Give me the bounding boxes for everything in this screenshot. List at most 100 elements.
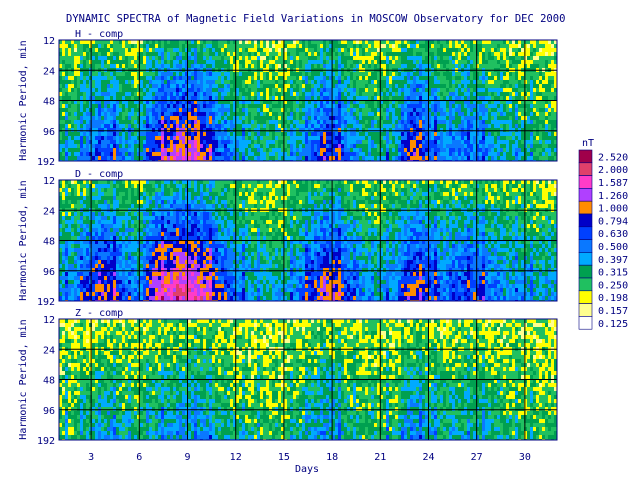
spectrum-cell (200, 116, 203, 120)
spectrum-cell (395, 76, 398, 80)
spectrum-cell (311, 144, 314, 148)
spectrum-cell (218, 124, 221, 128)
spectrum-cell (206, 132, 209, 136)
spectrum-cell (272, 76, 275, 80)
spectrum-cell (524, 84, 527, 88)
spectrum-cell (464, 132, 467, 136)
spectrum-cell (215, 76, 218, 80)
spectrum-cell (521, 116, 524, 120)
spectrum-cell (416, 144, 419, 148)
spectrum-cell (482, 72, 485, 76)
spectrum-cell (197, 148, 200, 152)
spectrum-cell (368, 60, 371, 64)
spectrum-cell (191, 44, 194, 48)
spectrum-cell (290, 132, 293, 136)
spectrum-cell (347, 60, 350, 64)
spectrum-cell (185, 132, 188, 136)
spectrum-cell (251, 40, 254, 44)
spectrum-cell (167, 92, 170, 96)
spectrum-cell (326, 56, 329, 60)
spectrum-cell (374, 132, 377, 136)
spectrum-cell (83, 140, 86, 144)
spectrum-cell (326, 96, 329, 100)
spectrum-cell (314, 112, 317, 116)
spectrum-cell (284, 112, 287, 116)
spectrum-cell (218, 76, 221, 80)
spectrum-cell (290, 92, 293, 96)
spectrum-cell (134, 120, 137, 124)
spectrum-cell (395, 132, 398, 136)
spectrum-cell (128, 40, 131, 44)
spectrum-cell (287, 124, 290, 128)
spectrum-cell (101, 136, 104, 140)
spectrum-cell (104, 108, 107, 112)
spectrum-cell (377, 136, 380, 140)
spectrum-cell (278, 140, 281, 144)
spectrum-cell (452, 88, 455, 92)
spectrum-cell (116, 128, 119, 132)
spectrum-cell (233, 144, 236, 148)
spectrum-cell (383, 124, 386, 128)
spectrum-cell (71, 60, 74, 64)
spectrum-cell (65, 72, 68, 76)
spectrum-cell (311, 84, 314, 88)
spectrum-cell (113, 148, 116, 152)
spectrum-cell (365, 100, 368, 104)
spectrum-cell (185, 64, 188, 68)
spectrum-cell (380, 52, 383, 56)
spectrum-cell (65, 52, 68, 56)
spectrum-cell (440, 76, 443, 80)
spectrum-cell (398, 100, 401, 104)
spectrum-cell (209, 108, 212, 112)
spectrum-cell (200, 140, 203, 144)
spectrum-cell (485, 152, 488, 156)
spectrum-cell (428, 92, 431, 96)
spectrum-cell (221, 116, 224, 120)
spectrum-cell (200, 80, 203, 84)
spectrum-cell (287, 152, 290, 156)
spectrum-cell (98, 88, 101, 92)
spectrum-cell (125, 128, 128, 132)
spectrum-cell (347, 112, 350, 116)
spectrum-cell (452, 116, 455, 120)
spectrum-cell (440, 48, 443, 52)
spectrum-cell (455, 136, 458, 140)
spectrum-cell (161, 108, 164, 112)
spectrum-cell (311, 140, 314, 144)
spectrum-cell (125, 80, 128, 84)
spectrum-cell (380, 108, 383, 112)
spectrum-cell (356, 88, 359, 92)
spectrum-cell (305, 148, 308, 152)
spectrum-cell (134, 44, 137, 48)
spectrum-cell (71, 152, 74, 156)
spectrum-cell (110, 60, 113, 64)
spectrum-cell (449, 152, 452, 156)
spectrum-cell (266, 72, 269, 76)
spectrum-cell (296, 76, 299, 80)
spectrum-cell (530, 156, 533, 160)
spectrum-cell (461, 72, 464, 76)
spectrum-cell (110, 136, 113, 140)
spectrum-cell (437, 144, 440, 148)
spectrum-cell (80, 136, 83, 140)
spectrum-cell (182, 72, 185, 76)
spectrum-cell (278, 64, 281, 68)
spectrum-cell (131, 136, 134, 140)
spectrum-cell (491, 72, 494, 76)
spectrum-cell (59, 84, 62, 88)
spectrum-cell (167, 124, 170, 128)
spectrum-cell (236, 156, 239, 160)
spectrum-cell (491, 116, 494, 120)
spectrum-cell (527, 84, 530, 88)
spectrum-cell (383, 156, 386, 160)
spectrum-cell (80, 48, 83, 52)
spectrum-cell (230, 96, 233, 100)
spectrum-cell (281, 52, 284, 56)
spectrum-cell (218, 48, 221, 52)
spectrum-cell (227, 112, 230, 116)
spectrum-cell (446, 80, 449, 84)
spectrum-cell (116, 72, 119, 76)
spectrum-cell (452, 84, 455, 88)
spectrum-cell (371, 64, 374, 68)
spectrum-cell (59, 40, 62, 44)
